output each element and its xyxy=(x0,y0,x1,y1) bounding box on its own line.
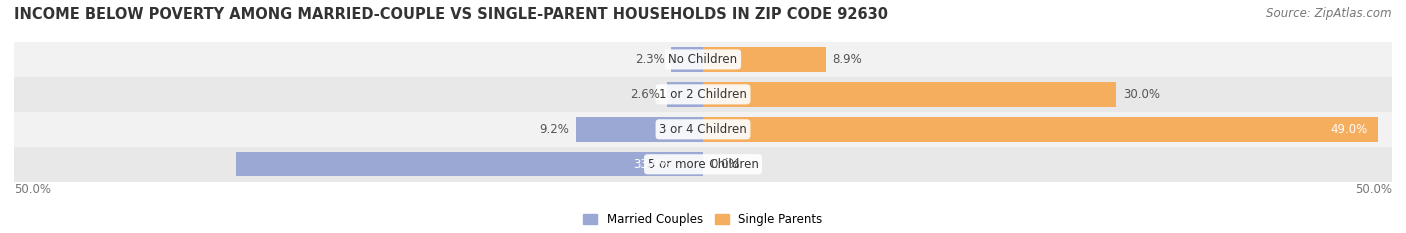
Bar xyxy=(576,117,703,141)
Bar xyxy=(14,42,1392,77)
Text: 49.0%: 49.0% xyxy=(1330,123,1367,136)
Text: 5 or more Children: 5 or more Children xyxy=(648,158,758,171)
Text: 50.0%: 50.0% xyxy=(14,184,51,196)
Text: INCOME BELOW POVERTY AMONG MARRIED-COUPLE VS SINGLE-PARENT HOUSEHOLDS IN ZIP COD: INCOME BELOW POVERTY AMONG MARRIED-COUPL… xyxy=(14,7,889,22)
Text: 50.0%: 50.0% xyxy=(1355,184,1392,196)
Text: 8.9%: 8.9% xyxy=(832,53,862,66)
Bar xyxy=(14,147,1392,182)
Text: 0.0%: 0.0% xyxy=(710,158,740,171)
Bar xyxy=(703,47,825,72)
Text: 30.0%: 30.0% xyxy=(1123,88,1160,101)
Text: 2.3%: 2.3% xyxy=(634,53,665,66)
Text: 2.6%: 2.6% xyxy=(630,88,661,101)
Bar xyxy=(703,82,1116,107)
Text: No Children: No Children xyxy=(668,53,738,66)
Text: 3 or 4 Children: 3 or 4 Children xyxy=(659,123,747,136)
Bar xyxy=(14,77,1392,112)
Text: Source: ZipAtlas.com: Source: ZipAtlas.com xyxy=(1267,7,1392,20)
Bar xyxy=(703,117,1378,141)
Legend: Married Couples, Single Parents: Married Couples, Single Parents xyxy=(579,208,827,231)
Text: 1 or 2 Children: 1 or 2 Children xyxy=(659,88,747,101)
Bar xyxy=(668,82,703,107)
Text: 9.2%: 9.2% xyxy=(540,123,569,136)
Bar xyxy=(671,47,703,72)
Bar xyxy=(14,112,1392,147)
Text: 33.9%: 33.9% xyxy=(633,158,671,171)
Bar xyxy=(236,152,703,177)
